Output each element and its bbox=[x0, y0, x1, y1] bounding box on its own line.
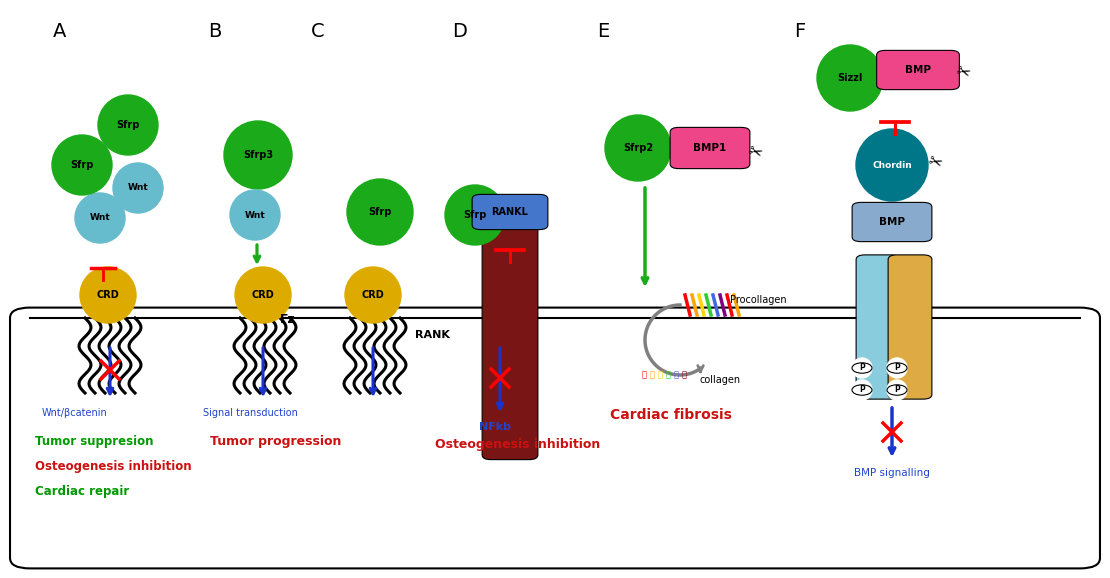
Text: RANK: RANK bbox=[415, 330, 450, 340]
Ellipse shape bbox=[445, 185, 505, 245]
Ellipse shape bbox=[887, 380, 907, 400]
Text: Signal transduction: Signal transduction bbox=[202, 408, 297, 418]
FancyBboxPatch shape bbox=[670, 127, 750, 169]
FancyBboxPatch shape bbox=[482, 220, 538, 460]
Text: Sfrp: Sfrp bbox=[463, 210, 486, 220]
Text: P: P bbox=[859, 364, 865, 372]
Text: 〜: 〜 bbox=[674, 370, 678, 380]
Text: Sizzl: Sizzl bbox=[837, 73, 862, 83]
Text: 〜: 〜 bbox=[666, 370, 670, 380]
Text: CRD: CRD bbox=[252, 290, 274, 300]
Text: P: P bbox=[859, 386, 865, 395]
Ellipse shape bbox=[224, 121, 292, 189]
Ellipse shape bbox=[113, 163, 163, 213]
Ellipse shape bbox=[75, 193, 125, 243]
Ellipse shape bbox=[817, 45, 882, 111]
Ellipse shape bbox=[856, 129, 928, 201]
Text: Wnt/βcatenin: Wnt/βcatenin bbox=[42, 408, 108, 418]
Text: B: B bbox=[209, 22, 222, 41]
Text: A: A bbox=[53, 22, 67, 41]
Text: Procollagen: Procollagen bbox=[730, 295, 787, 305]
Text: 〜: 〜 bbox=[682, 370, 686, 380]
Ellipse shape bbox=[852, 380, 872, 400]
Text: Wnt: Wnt bbox=[128, 183, 149, 192]
Text: CRD: CRD bbox=[97, 290, 120, 300]
FancyBboxPatch shape bbox=[877, 50, 959, 90]
Ellipse shape bbox=[230, 190, 280, 240]
Text: collagen: collagen bbox=[700, 375, 741, 385]
Text: Sfrp: Sfrp bbox=[117, 120, 140, 130]
Text: CRD: CRD bbox=[362, 290, 384, 300]
Text: 〜: 〜 bbox=[657, 370, 663, 380]
Text: BMP: BMP bbox=[905, 65, 931, 75]
Ellipse shape bbox=[347, 179, 413, 245]
Text: Cardiac repair: Cardiac repair bbox=[36, 485, 129, 498]
FancyBboxPatch shape bbox=[852, 202, 932, 242]
FancyBboxPatch shape bbox=[856, 255, 900, 399]
Text: ✂: ✂ bbox=[926, 151, 945, 173]
Text: D: D bbox=[453, 22, 467, 41]
Text: P: P bbox=[895, 364, 900, 372]
Text: Sfrp: Sfrp bbox=[70, 160, 93, 170]
Text: Sfrp2: Sfrp2 bbox=[623, 143, 653, 153]
Text: Sfrp3: Sfrp3 bbox=[243, 150, 273, 160]
Text: P: P bbox=[895, 386, 900, 395]
FancyBboxPatch shape bbox=[10, 307, 1100, 568]
Text: Wnt: Wnt bbox=[244, 210, 265, 220]
Ellipse shape bbox=[52, 135, 112, 195]
Text: Sfrp: Sfrp bbox=[369, 207, 392, 217]
FancyBboxPatch shape bbox=[472, 194, 548, 229]
Text: RANKL: RANKL bbox=[492, 207, 528, 217]
Text: NFkb: NFkb bbox=[480, 422, 511, 432]
Ellipse shape bbox=[80, 267, 137, 323]
Text: Fz: Fz bbox=[280, 313, 295, 326]
Text: ✂: ✂ bbox=[953, 61, 972, 83]
Ellipse shape bbox=[345, 267, 401, 323]
Ellipse shape bbox=[235, 267, 291, 323]
Text: E: E bbox=[597, 22, 609, 41]
Text: C: C bbox=[311, 22, 325, 41]
Text: BMP: BMP bbox=[879, 217, 905, 227]
Text: BMP1: BMP1 bbox=[694, 143, 727, 153]
Text: Osteogenesis inhibition: Osteogenesis inhibition bbox=[435, 438, 601, 451]
Text: Chordin: Chordin bbox=[872, 161, 912, 169]
Ellipse shape bbox=[852, 358, 872, 378]
Ellipse shape bbox=[887, 358, 907, 378]
Ellipse shape bbox=[605, 115, 672, 181]
Text: Tumor progression: Tumor progression bbox=[210, 435, 342, 448]
Text: Tumor suppresion: Tumor suppresion bbox=[36, 435, 153, 448]
FancyBboxPatch shape bbox=[888, 255, 932, 399]
Text: 〜: 〜 bbox=[649, 370, 655, 380]
Text: 〜: 〜 bbox=[642, 370, 646, 380]
Text: F: F bbox=[795, 22, 806, 41]
Ellipse shape bbox=[98, 95, 158, 155]
Text: Osteogenesis inhibition: Osteogenesis inhibition bbox=[36, 460, 192, 473]
Text: Cardiac fibrosis: Cardiac fibrosis bbox=[610, 408, 731, 422]
Text: BMP signalling: BMP signalling bbox=[854, 468, 930, 478]
Text: ✂: ✂ bbox=[746, 141, 765, 163]
Text: Wnt: Wnt bbox=[90, 213, 110, 223]
